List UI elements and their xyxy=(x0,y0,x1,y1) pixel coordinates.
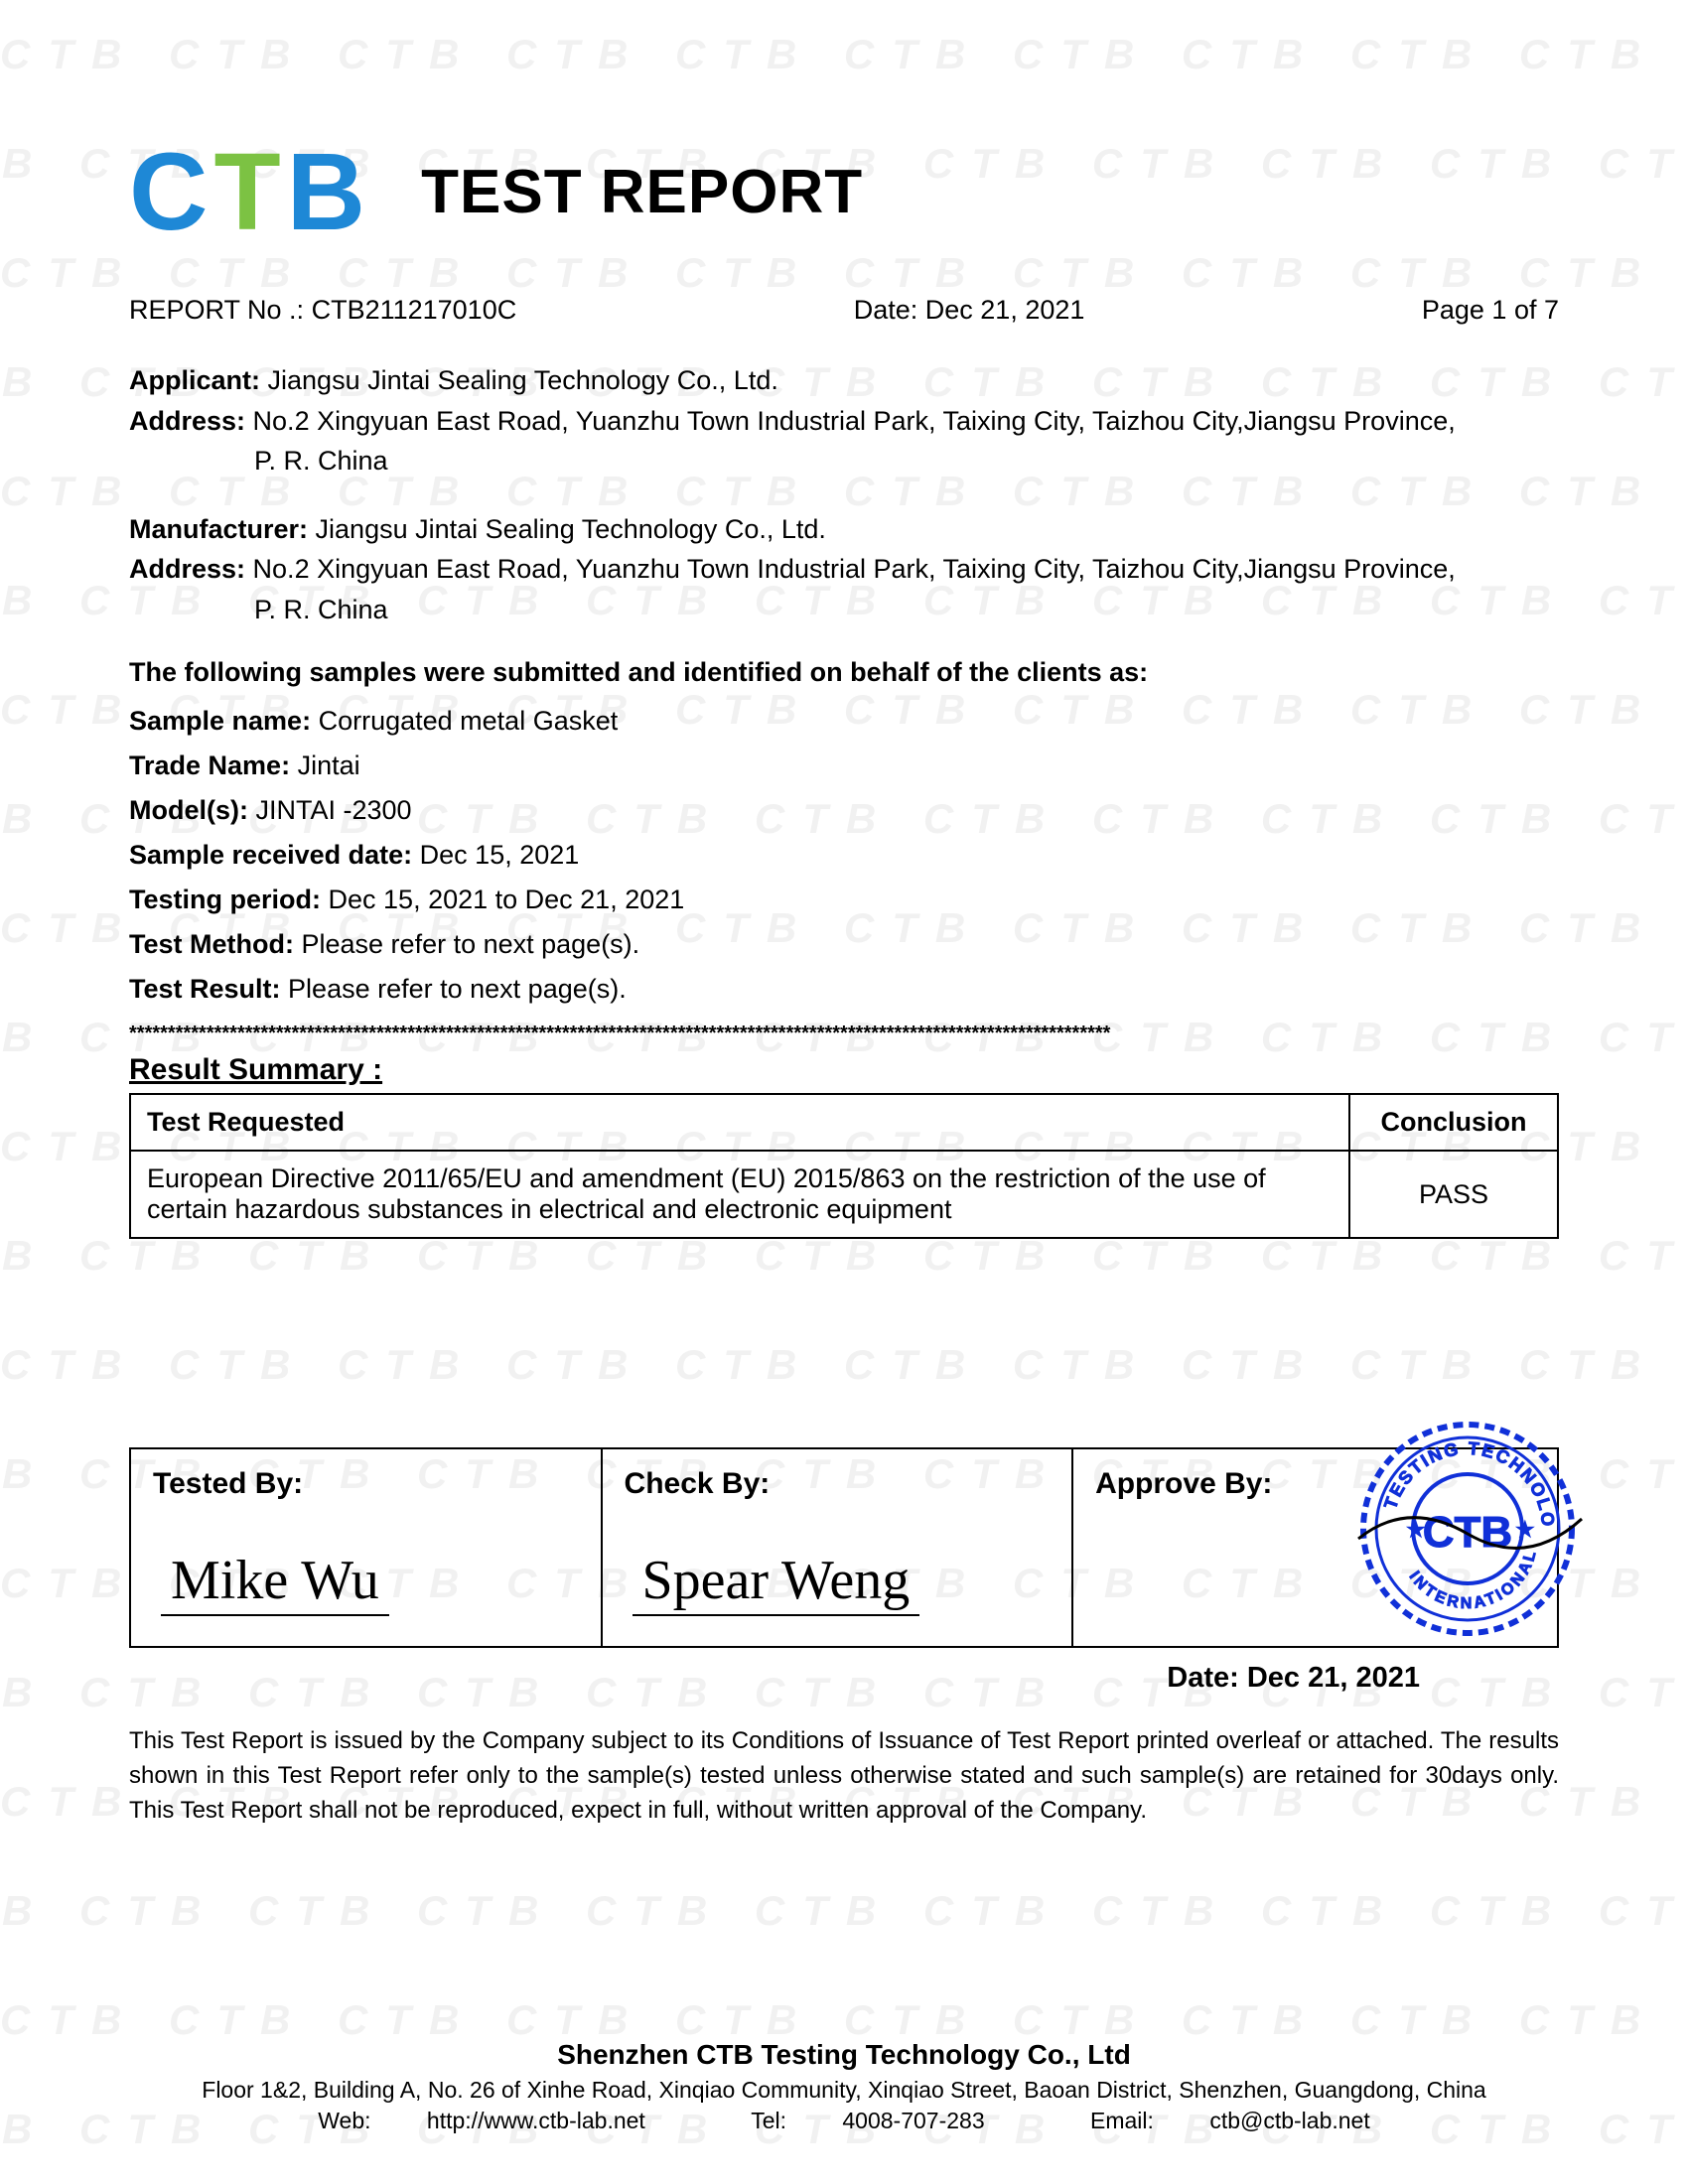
footer-company: Shenzhen CTB Testing Technology Co., Ltd xyxy=(0,2039,1688,2071)
footer: Shenzhen CTB Testing Technology Co., Ltd… xyxy=(0,2039,1688,2134)
applicant-block: Applicant: Jiangsu Jintai Sealing Techno… xyxy=(129,360,1559,481)
manufacturer-addr-label: Address: xyxy=(129,554,245,584)
test-method: Test Method: Please refer to next page(s… xyxy=(129,929,1559,960)
trade-name-value: Jintai xyxy=(298,751,360,780)
received-label: Sample received date: xyxy=(129,840,412,870)
tested-by-cell: Tested By: Mike Wu xyxy=(130,1448,602,1647)
report-no-label: REPORT No .: xyxy=(129,295,304,325)
sample-name-label: Sample name: xyxy=(129,706,311,736)
tested-by-label: Tested By: xyxy=(153,1467,579,1501)
svg-text:★: ★ xyxy=(1406,1517,1426,1542)
disclaimer-text: This Test Report is issued by the Compan… xyxy=(129,1724,1559,1828)
ctb-logo: C T B xyxy=(129,129,361,255)
manufacturer-addr1: No.2 Xingyuan East Road, Yuanzhu Town In… xyxy=(253,554,1456,584)
requested-text: European Directive 2011/65/EU and amendm… xyxy=(130,1151,1349,1238)
header: C T B TEST REPORT xyxy=(129,129,1559,255)
testing-period: Testing period: Dec 15, 2021 to Dec 21, … xyxy=(129,885,1559,915)
web-label: Web: xyxy=(318,2108,370,2133)
separator-stars: ****************************************… xyxy=(129,1023,1559,1045)
tel-label: Tel: xyxy=(751,2108,786,2133)
approve-by-cell: Approve By: TESTING TECHNOLOGY xyxy=(1072,1448,1558,1647)
manufacturer-label: Manufacturer: xyxy=(129,514,308,544)
sig-date-value: Dec 21, 2021 xyxy=(1247,1662,1420,1694)
logo-letter-t: T xyxy=(213,129,276,255)
received-date: Sample received date: Dec 15, 2021 xyxy=(129,840,1559,871)
applicant-addr-label: Address: xyxy=(129,406,245,436)
result-label: Test Result: xyxy=(129,974,281,1004)
applicant-addr1: No.2 Xingyuan East Road, Yuanzhu Town In… xyxy=(253,406,1456,436)
signature-date: Date: Dec 21, 2021 xyxy=(129,1662,1559,1695)
samples-intro: The following samples were submitted and… xyxy=(129,657,1559,688)
manufacturer-addr2: P. R. China xyxy=(129,590,1559,630)
sample-name: Sample name: Corrugated metal Gasket xyxy=(129,706,1559,737)
model: Model(s): JINTAI -2300 xyxy=(129,795,1559,826)
model-label: Model(s): xyxy=(129,795,248,825)
meta-line: REPORT No .: CTB211217010C Date: Dec 21,… xyxy=(129,295,1559,326)
footer-web: Web: http://www.ctb-lab.net xyxy=(293,2108,676,2133)
summary-title: Result Summary : xyxy=(129,1053,1559,1087)
signature-table: Tested By: Mike Wu Check By: Spear Weng … xyxy=(129,1447,1559,1648)
manufacturer-value: Jiangsu Jintai Sealing Technology Co., L… xyxy=(316,514,826,544)
footer-address: Floor 1&2, Building A, No. 26 of Xinhe R… xyxy=(0,2077,1688,2104)
method-value: Please refer to next page(s). xyxy=(302,929,640,959)
check-by-cell: Check By: Spear Weng xyxy=(602,1448,1073,1647)
web-value: http://www.ctb-lab.net xyxy=(427,2108,645,2133)
sig-date-label: Date: xyxy=(1167,1662,1239,1694)
page-number: Page 1 of 7 xyxy=(1422,295,1559,326)
applicant-label: Applicant: xyxy=(129,365,260,395)
check-by-signature: Spear Weng xyxy=(633,1549,920,1616)
trade-name: Trade Name: Jintai xyxy=(129,751,1559,781)
method-label: Test Method: xyxy=(129,929,294,959)
received-value: Dec 15, 2021 xyxy=(420,840,580,870)
footer-tel: Tel: 4008-707-283 xyxy=(726,2108,1016,2133)
trade-name-label: Trade Name: xyxy=(129,751,290,780)
report-date-value: Dec 21, 2021 xyxy=(925,295,1085,325)
test-result: Test Result: Please refer to next page(s… xyxy=(129,974,1559,1005)
col-conclusion: Conclusion xyxy=(1349,1094,1558,1151)
email-label: Email: xyxy=(1090,2108,1154,2133)
footer-contacts: Web: http://www.ctb-lab.net Tel: 4008-70… xyxy=(0,2108,1688,2134)
svg-text:★: ★ xyxy=(1515,1517,1535,1542)
sample-name-value: Corrugated metal Gasket xyxy=(319,706,619,736)
check-by-label: Check By: xyxy=(625,1467,1051,1501)
email-value: ctb@ctb-lab.net xyxy=(1209,2108,1369,2133)
conclusion-value: PASS xyxy=(1349,1151,1558,1238)
stamp-icon: TESTING TECHNOLOGY INTERNATIONAL CTB ★ ★ xyxy=(1348,1410,1587,1648)
model-value: JINTAI -2300 xyxy=(256,795,412,825)
period-value: Dec 15, 2021 to Dec 21, 2021 xyxy=(329,885,685,914)
table-row: European Directive 2011/65/EU and amendm… xyxy=(130,1151,1558,1238)
tested-by-signature: Mike Wu xyxy=(161,1549,389,1616)
result-value: Please refer to next page(s). xyxy=(288,974,627,1004)
page-container: C T B TEST REPORT REPORT No .: CTB211217… xyxy=(0,0,1688,2184)
report-date: Date: Dec 21, 2021 xyxy=(854,295,1085,326)
report-no: REPORT No .: CTB211217010C xyxy=(129,295,516,326)
logo-letter-b: B xyxy=(287,129,361,255)
manufacturer-block: Manufacturer: Jiangsu Jintai Sealing Tec… xyxy=(129,509,1559,630)
report-title: TEST REPORT xyxy=(421,157,863,227)
summary-table: Test Requested Conclusion European Direc… xyxy=(129,1093,1559,1239)
applicant-addr2: P. R. China xyxy=(129,441,1559,481)
report-no-value: CTB211217010C xyxy=(312,295,517,325)
col-requested: Test Requested xyxy=(130,1094,1349,1151)
table-row: Test Requested Conclusion xyxy=(130,1094,1558,1151)
footer-email: Email: ctb@ctb-lab.net xyxy=(1065,2108,1395,2133)
report-date-label: Date: xyxy=(854,295,918,325)
tel-value: 4008-707-283 xyxy=(842,2108,984,2133)
applicant-value: Jiangsu Jintai Sealing Technology Co., L… xyxy=(268,365,778,395)
logo-letter-c: C xyxy=(129,129,204,255)
period-label: Testing period: xyxy=(129,885,321,914)
